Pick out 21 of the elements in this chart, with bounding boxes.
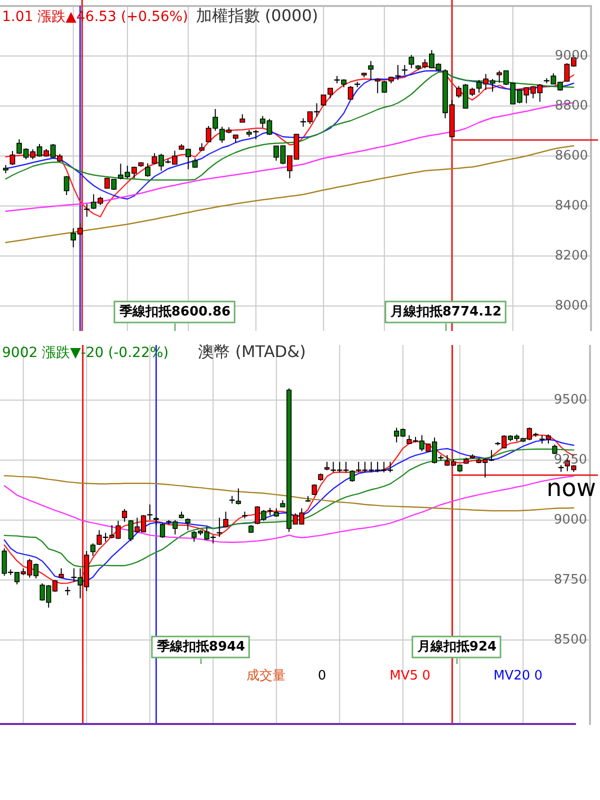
- y-tick-label: 8200: [554, 248, 588, 264]
- y-tick-label: 9000: [554, 512, 587, 528]
- chart-title: 澳幣 (MTAD&): [198, 342, 306, 361]
- annotation: 季線扣抵8600.86: [118, 304, 231, 320]
- y-tick-label: 8500: [554, 632, 587, 648]
- y-tick-label: 8750: [554, 572, 587, 588]
- y-tick-label: 9500: [554, 392, 587, 408]
- ref-line-label: now: [546, 474, 596, 502]
- annotation: 月線扣抵8774.12: [389, 304, 502, 320]
- text: 成交量: [246, 668, 286, 684]
- y-tick-label: 9000: [554, 48, 588, 64]
- annotation: 季線扣抵8944: [156, 638, 246, 654]
- y-tick-label: 8600: [554, 148, 588, 164]
- chart-title: 加權指數 (0000): [196, 6, 318, 25]
- text: MV5 0: [390, 668, 430, 684]
- annotation: 月線扣抵924: [416, 640, 497, 654]
- text: 0: [318, 668, 326, 684]
- y-tick-label: 8800: [554, 98, 588, 114]
- text: MV20 0: [493, 668, 543, 684]
- y-tick-label: 8000: [554, 298, 588, 314]
- y-tick-label: 8400: [554, 198, 588, 214]
